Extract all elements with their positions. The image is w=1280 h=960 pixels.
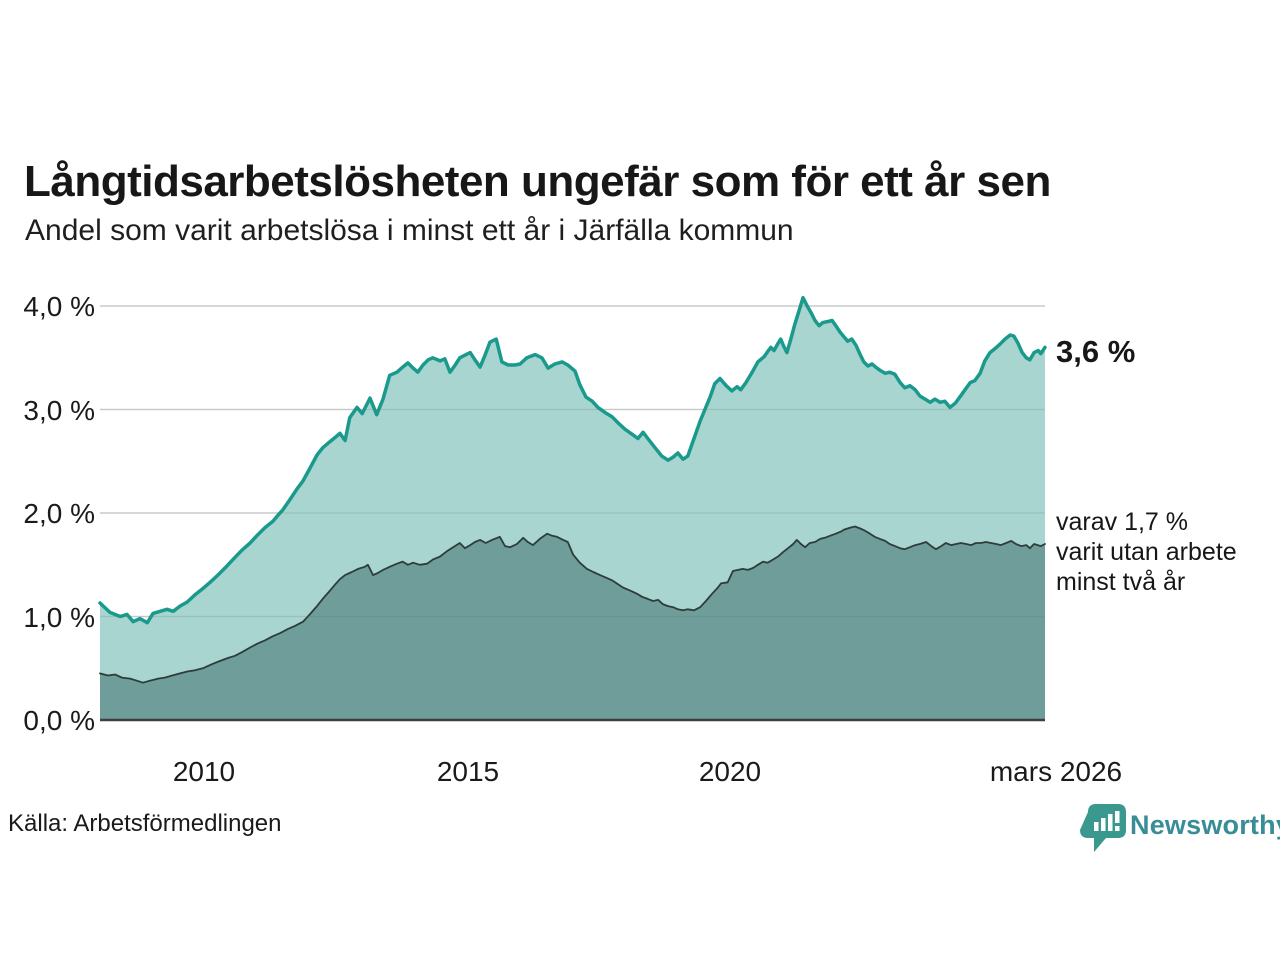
bar-small <box>1094 822 1099 831</box>
gridline-overlay <box>100 305 1045 618</box>
bar-large <box>1108 814 1113 831</box>
bar-medium <box>1101 818 1106 831</box>
x-tick-label: 2015 <box>437 756 499 787</box>
page-subtitle: Andel som varit arbetslösa i minst ett å… <box>25 214 794 247</box>
source-credit: Källa: Arbetsförmedlingen <box>8 810 282 837</box>
newsworthy-logo-text: Newsworthy <box>1130 810 1280 840</box>
y-tick-label: 1,0 % <box>23 602 95 633</box>
x-tick-label: mars 2026 <box>990 756 1122 787</box>
chart-series <box>98 295 1047 720</box>
x-tick-label: 2010 <box>173 756 235 787</box>
end-value-label-total: 3,6 % <box>1056 334 1136 369</box>
y-tick-label: 3,0 % <box>23 395 95 426</box>
x-axis-labels: 2010 2015 2020 mars 2026 <box>173 756 1122 787</box>
y-tick-label: 4,0 % <box>23 291 95 322</box>
end-value-label-two-year: varav 1,7 % varit utan arbete minst två … <box>1056 508 1237 596</box>
line-minst-ett-ar <box>98 295 1047 625</box>
area-minst-tva-ar <box>100 526 1045 720</box>
line-minst-tva-ar <box>99 525 1046 684</box>
y-axis-labels: 4,0 % 3,0 % 2,0 % 1,0 % 0,0 % <box>23 291 95 736</box>
exclamation-dot <box>1115 826 1120 831</box>
y-tick-label: 2,0 % <box>23 498 95 529</box>
x-tick-label: 2020 <box>699 756 761 787</box>
page-title: Långtidsarbetslösheten ungefär som för e… <box>24 157 1051 207</box>
newsworthy-logo-icon <box>1080 804 1126 852</box>
exclamation-bar <box>1115 811 1120 823</box>
y-tick-label: 0,0 % <box>23 705 95 736</box>
